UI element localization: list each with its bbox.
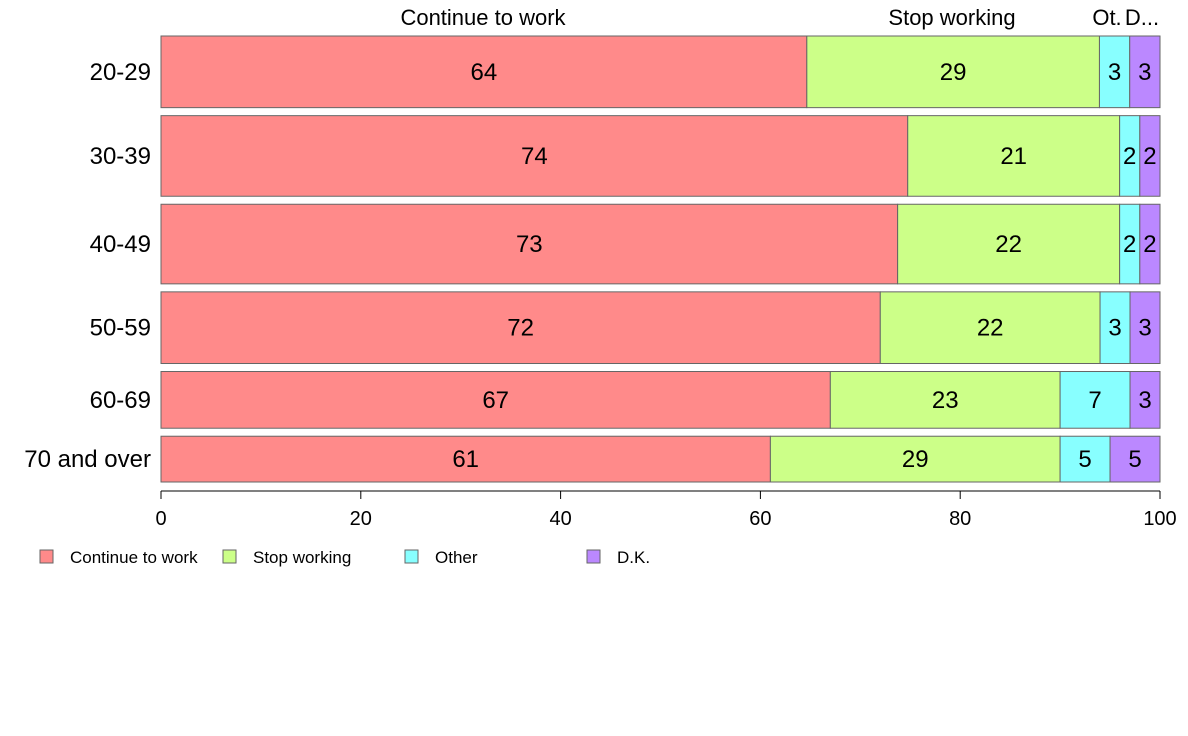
- legend: Continue to work Stop working Other D.K.: [39, 548, 650, 567]
- x-axis: 0 20 40 60 80 100: [155, 490, 1177, 530]
- category-label: 50-59: [90, 315, 151, 342]
- bar-50-59-stop-working: [879, 291, 1101, 365]
- bar-20-29-other: [1098, 35, 1131, 109]
- data-label: 61: [452, 446, 479, 473]
- data-label: 5: [1128, 446, 1141, 473]
- bar-70-and-over-continue-to-work: [160, 435, 771, 483]
- data-label: 2: [1143, 143, 1156, 170]
- bar-20-29-d-k-: [1129, 35, 1161, 109]
- data-label: 67: [482, 387, 509, 414]
- data-label: 23: [932, 387, 959, 414]
- data-label: 3: [1108, 315, 1121, 342]
- category-label: 40-49: [90, 231, 151, 258]
- data-label: 64: [471, 59, 498, 86]
- legend-label: Stop working: [253, 548, 351, 567]
- data-label: 74: [521, 143, 548, 170]
- data-label: 72: [507, 315, 534, 342]
- legend-label: Other: [435, 548, 478, 567]
- legend-swatch: [404, 549, 419, 564]
- x-tick-label: 100: [1143, 508, 1176, 530]
- data-label: 29: [940, 59, 967, 86]
- bar-40-49-continue-to-work: [160, 203, 899, 285]
- data-label: 73: [516, 231, 543, 258]
- data-label: 2: [1123, 143, 1136, 170]
- bar-50-59-d-k-: [1129, 291, 1161, 365]
- x-tick-label: 40: [549, 508, 571, 530]
- data-label: 3: [1108, 59, 1121, 86]
- legend-swatch: [39, 549, 54, 564]
- data-label: 22: [977, 315, 1004, 342]
- bar-70-and-over-stop-working: [769, 435, 1061, 483]
- data-label: 5: [1078, 446, 1091, 473]
- bar-30-39-stop-working: [907, 115, 1121, 197]
- top-series-label: D...: [1125, 5, 1159, 30]
- data-label: 7: [1088, 387, 1101, 414]
- category-label: 20-29: [90, 59, 151, 86]
- bar-50-59-continue-to-work: [160, 291, 881, 365]
- x-tick-label: 0: [155, 508, 166, 530]
- bar-30-39-d-k-: [1139, 115, 1161, 197]
- bar-60-69-stop-working: [829, 371, 1061, 429]
- segment-labels-layer: 64 29 3 374 21 2 273 22 2 272 22 3 367 23 7 361 29 5 5: [452, 59, 1156, 473]
- top-series-label: Stop working: [888, 5, 1015, 30]
- x-tick-label: 60: [749, 508, 771, 530]
- bar-60-69-other: [1059, 371, 1131, 429]
- category-label: 30-39: [90, 143, 151, 170]
- category-label: 70 and over: [24, 446, 151, 473]
- top-series-label: Continue to work: [400, 5, 566, 30]
- data-label: 21: [1000, 143, 1027, 170]
- top-series-label: Ot.: [1092, 5, 1121, 30]
- bar-20-29-continue-to-work: [160, 35, 808, 109]
- category-label: 60-69: [90, 387, 151, 414]
- data-label: 29: [902, 446, 929, 473]
- data-label: 3: [1138, 387, 1151, 414]
- bar-30-39-continue-to-work: [160, 115, 909, 197]
- bar-60-69-continue-to-work: [160, 371, 831, 429]
- legend-swatch: [222, 549, 237, 564]
- legend-label: Continue to work: [70, 548, 198, 567]
- bar-50-59-other: [1099, 291, 1131, 365]
- data-label: 3: [1138, 315, 1151, 342]
- x-tick-label: 80: [949, 508, 971, 530]
- bar-40-49-stop-working: [897, 203, 1121, 285]
- bar-70-and-over-d-k-: [1109, 435, 1161, 483]
- legend-label: D.K.: [617, 548, 650, 567]
- bar-40-49-d-k-: [1139, 203, 1161, 285]
- bars-layer: [160, 35, 1161, 483]
- data-label: 2: [1123, 231, 1136, 258]
- legend-swatch: [586, 549, 601, 564]
- data-label: 22: [995, 231, 1022, 258]
- bar-20-29-stop-working: [806, 35, 1100, 109]
- row-labels-layer: 20-29 30-39 40-49 50-59 60-69 70 and over: [24, 59, 151, 473]
- top-labels-layer: Continue to work Stop working Ot. D...: [400, 5, 1159, 30]
- bar-60-69-d-k-: [1129, 371, 1161, 429]
- data-label: 3: [1138, 59, 1151, 86]
- data-label: 2: [1143, 231, 1156, 258]
- x-tick-label: 20: [350, 508, 372, 530]
